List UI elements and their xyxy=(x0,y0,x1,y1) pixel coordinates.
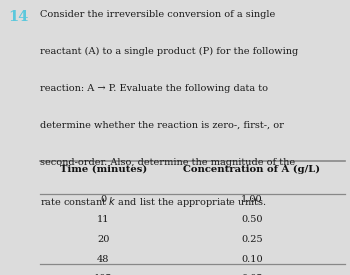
Text: 0.25: 0.25 xyxy=(241,235,263,244)
Text: 14: 14 xyxy=(9,10,29,24)
Text: Time (minutes): Time (minutes) xyxy=(60,165,147,174)
Text: 11: 11 xyxy=(97,215,110,224)
Text: Consider the irreversible conversion of a single: Consider the irreversible conversion of … xyxy=(40,10,275,19)
Text: second-order. Also, determine the magnitude of the: second-order. Also, determine the magnit… xyxy=(40,158,295,167)
Text: 0.50: 0.50 xyxy=(241,215,263,224)
Text: 20: 20 xyxy=(97,235,110,244)
Text: determine whether the reaction is zero-, first-, or: determine whether the reaction is zero-,… xyxy=(40,121,284,130)
Text: 1.00: 1.00 xyxy=(241,195,263,204)
Text: reactant (A) to a single product (P) for the following: reactant (A) to a single product (P) for… xyxy=(40,47,299,56)
Text: 0.05: 0.05 xyxy=(241,274,263,275)
Text: 0.10: 0.10 xyxy=(241,255,263,264)
Text: 0: 0 xyxy=(100,195,106,204)
Text: rate constant $k$ and list the appropriate units.: rate constant $k$ and list the appropria… xyxy=(40,195,267,209)
Text: 48: 48 xyxy=(97,255,110,264)
Text: 105: 105 xyxy=(94,274,112,275)
Text: reaction: A → P. Evaluate the following data to: reaction: A → P. Evaluate the following … xyxy=(40,84,268,93)
Text: Concentration of A (g/L): Concentration of A (g/L) xyxy=(183,165,321,174)
